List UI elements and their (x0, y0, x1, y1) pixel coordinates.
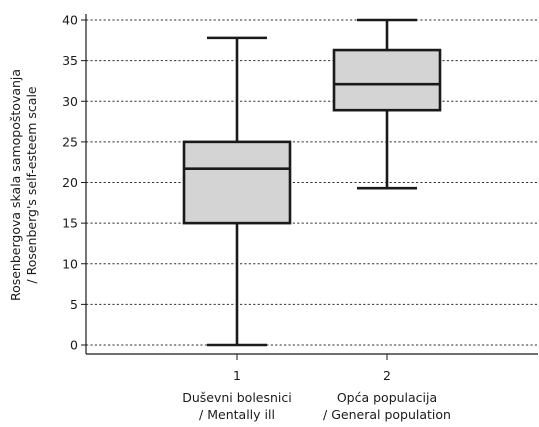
y-axis-title: Rosenbergova skala samopoštovanja / Rose… (8, 69, 39, 301)
axes (85, 14, 538, 355)
y-tick-label: 25 (62, 134, 78, 149)
category-label-line2: / Mentally ill (199, 407, 275, 422)
y-tick-label: 20 (62, 175, 78, 190)
category-label-line1: Opća populacija (337, 390, 437, 405)
y-tick-label: 5 (70, 297, 78, 312)
y-tick-label: 15 (62, 216, 78, 231)
y-tick-labels: 0 5 10 15 20 25 30 35 40 (62, 13, 86, 353)
x-tick-labels: 1 Duševni bolesnici / Mentally ill 2 Opća po… (182, 354, 451, 422)
iqr-box (332, 48, 442, 112)
iqr-box (182, 140, 292, 225)
y-tick-label: 30 (62, 94, 78, 109)
y-tick-label: 35 (62, 53, 78, 68)
box-1 (182, 36, 292, 347)
y-tick-label: 0 (70, 338, 78, 353)
y-tick-label: 40 (62, 13, 78, 28)
category-label-line1: Duševni bolesnici (182, 390, 292, 405)
category-label-line2: / General population (323, 407, 451, 422)
x-tick-label: 1 (233, 368, 241, 383)
x-tick-label: 2 (383, 368, 391, 383)
y-axis-title-line1: Rosenbergova skala samopoštovanja (8, 69, 23, 301)
y-axis-title-line2: / Rosenberg's self-esteem scale (24, 86, 39, 284)
box-series (182, 18, 442, 347)
y-tick-label: 10 (62, 256, 78, 271)
gridlines (86, 19, 538, 346)
box-2 (332, 18, 442, 190)
